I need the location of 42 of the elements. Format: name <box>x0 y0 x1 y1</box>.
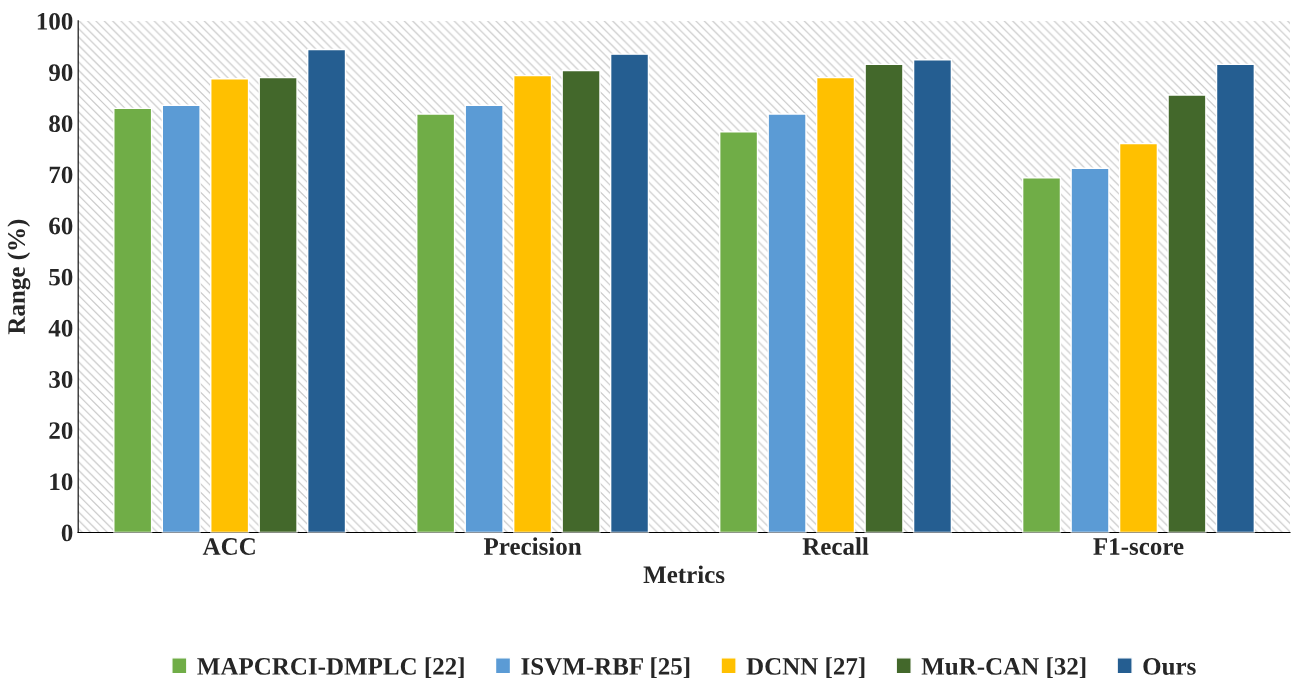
bar <box>416 113 456 533</box>
bar <box>767 113 807 533</box>
bar <box>912 59 953 533</box>
bar <box>1167 94 1207 533</box>
y-axis-title: Range (%) <box>7 219 31 335</box>
x-axis-title: Metrics <box>643 565 725 584</box>
y-tick-label: 30 <box>49 371 73 388</box>
bar <box>210 77 250 533</box>
bar <box>1215 63 1256 533</box>
y-tick-label: 90 <box>49 64 73 81</box>
y-tick-label: 10 <box>50 473 73 491</box>
bar <box>513 74 553 533</box>
bar <box>161 104 201 533</box>
bar <box>815 76 856 533</box>
y-tick-label: 100 <box>37 12 73 30</box>
bar <box>1021 177 1062 533</box>
y-tick-label: 20 <box>49 422 73 440</box>
y-tick-label: 70 <box>49 166 73 184</box>
y-tick-label: 80 <box>49 115 73 133</box>
x-tick-label: ACC <box>202 538 255 555</box>
bar <box>306 48 347 533</box>
x-tick-label: Precision <box>483 537 582 555</box>
bar <box>609 53 650 533</box>
legend-label: DCNN [27] <box>746 657 865 678</box>
bar <box>258 76 298 533</box>
legend-label: MAPCRCI-DMPLC [22] <box>197 657 464 678</box>
legend-label: ISVM-RBF [25] <box>521 657 690 678</box>
bar <box>561 69 601 533</box>
legend-label: Ours <box>1143 658 1196 675</box>
y-tick-label: 60 <box>49 217 73 235</box>
bar <box>864 63 904 533</box>
bar <box>464 104 504 533</box>
bar <box>113 107 153 533</box>
x-tick-label: Recall <box>802 537 869 555</box>
x-tick-label: F1-score <box>1093 538 1184 555</box>
y-tick-label: 50 <box>49 268 73 286</box>
y-tick-label: 0 <box>61 524 73 542</box>
bar <box>1118 142 1159 533</box>
legend-label: MuR-CAN [32] <box>921 657 1086 678</box>
bar <box>719 131 759 533</box>
bar <box>1070 167 1110 533</box>
y-tick-label: 40 <box>48 319 73 337</box>
